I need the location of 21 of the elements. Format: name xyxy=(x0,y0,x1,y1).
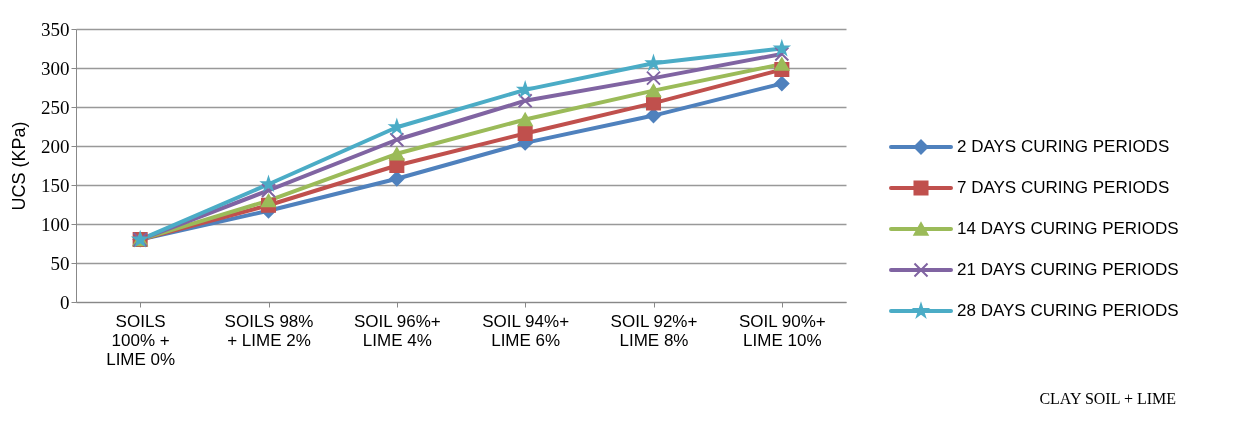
y-tick-label: 50 xyxy=(50,252,70,274)
y-tick-label: 100 xyxy=(41,213,70,235)
x-tick-label: SOIL 96%+ LIME 4% xyxy=(353,311,441,350)
x-tick-label: SOILS 100% + LIME 0% xyxy=(106,311,176,369)
x-tick-label: SOIL 94%+ LIME 6% xyxy=(482,311,570,350)
legend-label: 28 DAYS CURING PERIODS xyxy=(957,301,1179,320)
text: CLAY SOIL + LIME xyxy=(1039,390,1176,407)
x-tick-label: SOILS 98% + LIME 2% xyxy=(224,311,314,350)
y-tick-label: 250 xyxy=(41,96,70,118)
y-tick-label: 150 xyxy=(41,174,70,196)
legend-label: 2 DAYS CURING PERIODS xyxy=(957,137,1170,156)
y-tick-label: 300 xyxy=(41,57,70,79)
y-tick-label: 200 xyxy=(41,135,70,157)
y-tick-label: 350 xyxy=(41,18,70,40)
legend-label: 21 DAYS CURING PERIODS xyxy=(957,260,1179,279)
legend-label: 7 DAYS CURING PERIODS xyxy=(957,178,1170,197)
y-tick-label: 0 xyxy=(60,291,70,313)
x-tick-label: SOIL 92%+ LIME 8% xyxy=(610,311,698,350)
legend-label: 14 DAYS CURING PERIODS xyxy=(957,219,1179,238)
x-tick-label: SOIL 90%+ LIME 10% xyxy=(738,311,826,350)
y-axis-title: UCS (KPa) xyxy=(9,121,29,211)
